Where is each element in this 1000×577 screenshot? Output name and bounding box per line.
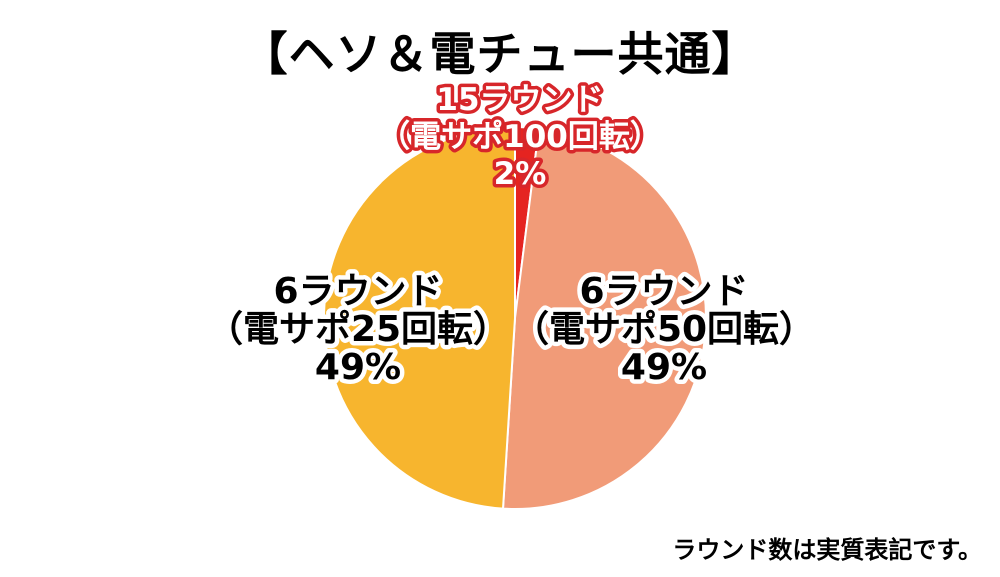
slice-percent-label: 49% — [621, 347, 707, 388]
slice-label-line: 15ラウンド — [436, 82, 603, 118]
slice-label-2: 6ラウンド（電サポ50回転）49% — [508, 267, 819, 393]
slice-label-line: 6ラウンド — [273, 271, 442, 312]
slice-label-line: （電サポ100回転） — [379, 119, 661, 155]
chart-title: 【ヘソ＆電チュー共通】 — [241, 27, 759, 81]
slice-label-line: （電サポ50回転） — [513, 308, 815, 350]
pie-slice-3 — [323, 125, 516, 510]
slice-label-line: 6ラウンド — [579, 271, 748, 312]
slice-percent-label: 2% — [494, 156, 547, 192]
slice-label-3: 6ラウンド（電サポ25回転）49% — [202, 267, 513, 393]
slice-label-1: 15ラウンド（電サポ100回転）2% — [376, 79, 665, 196]
footnote: ラウンド数は実質表記です。 — [672, 536, 982, 564]
slice-label-line: （電サポ25回転） — [207, 308, 509, 350]
pie-slices — [323, 125, 707, 510]
pie-labels: 15ラウンド（電サポ100回転）2%6ラウンド（電サポ50回転）49%6ラウンド… — [202, 79, 819, 393]
pie-slice-2 — [501, 127, 707, 510]
slice-percent-label: 49% — [315, 347, 401, 388]
